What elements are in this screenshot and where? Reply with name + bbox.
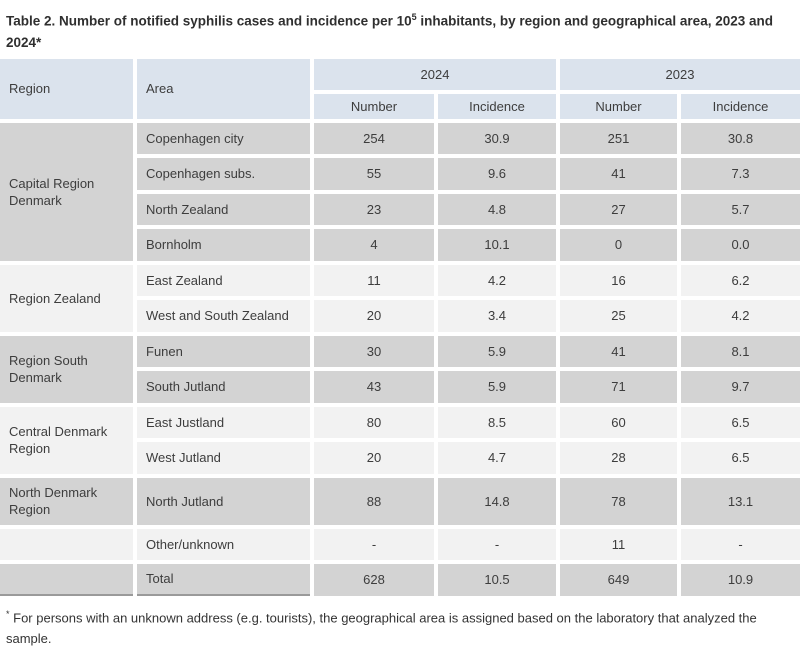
number-2023-cell: 11: [560, 528, 677, 560]
number-2024-cell: 254: [314, 122, 434, 154]
number-2023-cell: 78: [560, 477, 677, 525]
number-2024-cell: 43: [314, 371, 434, 403]
area-cell: Other/unknown: [137, 528, 310, 560]
area-cell: Funen: [137, 335, 310, 367]
area-cell: South Jutland: [137, 371, 310, 403]
area-cell: West and South Zealand: [137, 300, 310, 332]
incidence-2023-cell: 13.1: [681, 477, 800, 525]
footnote-marker: *: [6, 608, 10, 619]
incidence-2024-cell: 5.9: [438, 335, 556, 367]
number-2024-cell: -: [314, 528, 434, 560]
incidence-2024-cell: 9.6: [438, 158, 556, 190]
number-2023-cell: 41: [560, 158, 677, 190]
incidence-2023-cell: 6.5: [681, 406, 800, 438]
footnote-text: For persons with an unknown address (e.g…: [6, 609, 757, 646]
region-cell-zealand: Region Zealand: [0, 264, 133, 332]
incidence-2023-cell: 9.7: [681, 371, 800, 403]
number-2023-cell: 25: [560, 300, 677, 332]
incidence-2023-cell: 4.2: [681, 300, 800, 332]
incidence-2023-cell: -: [681, 528, 800, 560]
incidence-2024-cell: 30.9: [438, 122, 556, 154]
incidence-2023-cell: 10.9: [681, 564, 800, 596]
incidence-2024-cell: 14.8: [438, 477, 556, 525]
title-text: Table 2. Number of notified syphilis cas…: [6, 13, 412, 29]
incidence-2024-cell: 4.7: [438, 442, 556, 474]
header-incidence-2023: Incidence: [681, 93, 800, 119]
area-cell: Copenhagen subs.: [137, 158, 310, 190]
number-2023-cell: 0: [560, 229, 677, 261]
number-2023-cell: 16: [560, 264, 677, 296]
header-number-2023: Number: [560, 93, 677, 119]
number-2023-cell: 251: [560, 122, 677, 154]
table-title: Table 2. Number of notified syphilis cas…: [0, 0, 800, 53]
number-2023-cell: 28: [560, 442, 677, 474]
area-cell: East Zealand: [137, 264, 310, 296]
incidence-2023-cell: 6.5: [681, 442, 800, 474]
incidence-2024-cell: 10.5: [438, 564, 556, 596]
area-cell: Copenhagen city: [137, 122, 310, 154]
incidence-2024-cell: 4.8: [438, 193, 556, 225]
number-2024-cell: 30: [314, 335, 434, 367]
header-area: Area: [137, 58, 310, 119]
header-number-2024: Number: [314, 93, 434, 119]
header-incidence-2024: Incidence: [438, 93, 556, 119]
title-text-suffix: inhabitants, by region and geographical …: [6, 13, 773, 50]
incidence-2023-cell: 7.3: [681, 158, 800, 190]
area-cell: North Zealand: [137, 193, 310, 225]
number-2024-cell: 23: [314, 193, 434, 225]
number-2024-cell: 80: [314, 406, 434, 438]
incidence-2024-cell: 5.9: [438, 371, 556, 403]
header-region: Region: [0, 58, 133, 119]
number-2024-cell: 11: [314, 264, 434, 296]
region-cell-south: Region South Denmark: [0, 335, 133, 403]
number-2023-cell: 60: [560, 406, 677, 438]
region-cell-other: [0, 528, 133, 560]
incidence-2024-cell: 8.5: [438, 406, 556, 438]
incidence-2023-cell: 30.8: [681, 122, 800, 154]
area-cell: Bornholm: [137, 229, 310, 261]
incidence-2024-cell: 4.2: [438, 264, 556, 296]
number-2024-cell: 4: [314, 229, 434, 261]
header-year-2024: 2024: [314, 58, 556, 90]
number-2024-cell: 55: [314, 158, 434, 190]
area-cell: East Justland: [137, 406, 310, 438]
incidence-2024-cell: -: [438, 528, 556, 560]
area-cell: West Jutland: [137, 442, 310, 474]
number-2023-cell: 41: [560, 335, 677, 367]
region-cell-north: North Denmark Region: [0, 477, 133, 525]
number-2023-cell: 649: [560, 564, 677, 596]
number-2024-cell: 628: [314, 564, 434, 596]
number-2024-cell: 20: [314, 442, 434, 474]
number-2023-cell: 71: [560, 371, 677, 403]
incidence-2023-cell: 0.0: [681, 229, 800, 261]
area-cell: North Jutland: [137, 477, 310, 525]
area-cell-total: Total: [137, 564, 310, 596]
header-year-2023: 2023: [560, 58, 800, 90]
incidence-2024-cell: 3.4: [438, 300, 556, 332]
data-table: Region Area 2024 2023 Number Incidence N…: [0, 58, 800, 596]
incidence-2023-cell: 8.1: [681, 335, 800, 367]
region-cell-total: [0, 564, 133, 596]
number-2024-cell: 20: [314, 300, 434, 332]
incidence-2023-cell: 5.7: [681, 193, 800, 225]
region-cell-central: Central Denmark Region: [0, 406, 133, 474]
region-cell-capital: Capital Region Denmark: [0, 122, 133, 261]
number-2023-cell: 27: [560, 193, 677, 225]
footnote: * For persons with an unknown address (e…: [0, 604, 800, 649]
number-2024-cell: 88: [314, 477, 434, 525]
incidence-2024-cell: 10.1: [438, 229, 556, 261]
title-superscript: 5: [411, 12, 417, 22]
incidence-2023-cell: 6.2: [681, 264, 800, 296]
